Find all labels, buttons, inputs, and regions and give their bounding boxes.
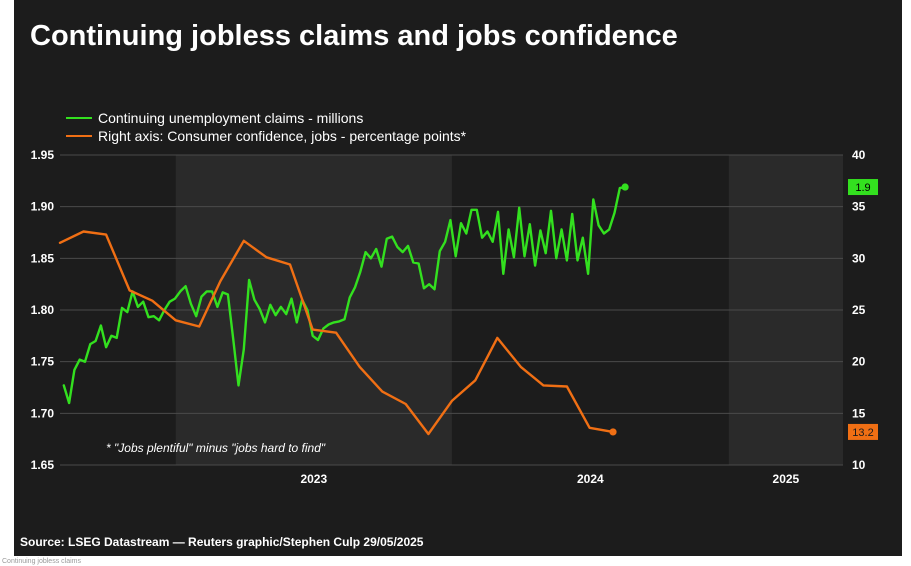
legend-label-claims: Continuing unemployment claims - million…	[98, 110, 364, 126]
claims-value-label: 1.9	[855, 182, 870, 194]
claims-series-line	[62, 185, 627, 405]
x-tick-label: 2025	[773, 472, 800, 486]
confidence-series-line	[58, 230, 615, 436]
right-tick-label: 25	[852, 303, 866, 317]
last-value-badges: 1.9 13.2	[848, 179, 878, 440]
legend-item-claims: Continuing unemployment claims - million…	[66, 109, 466, 127]
left-tick-label: 1.75	[31, 355, 55, 369]
x-tick-label: 2023	[300, 472, 327, 486]
confidence-value-badge	[848, 423, 878, 440]
right-tick-label: 40	[852, 148, 866, 162]
series-lines	[58, 183, 629, 436]
chart-title: Continuing jobless claims and jobs confi…	[30, 20, 678, 52]
legend: Continuing unemployment claims - million…	[66, 109, 466, 145]
right-tick-label: 30	[852, 251, 866, 265]
legend-swatch-claims	[66, 117, 92, 119]
right-tick-label: 20	[852, 355, 866, 369]
claims-end-marker	[621, 183, 629, 191]
x-tick-label: 2024	[577, 472, 604, 486]
left-tick-label: 1.65	[31, 458, 55, 472]
right-tick-label: 15	[852, 406, 866, 420]
source-credit: Source: LSEG Datastream — Reuters graphi…	[20, 535, 424, 549]
left-tick-label: 1.85	[31, 251, 55, 265]
right-tick-label: 35	[852, 200, 866, 214]
grid-lines	[60, 154, 843, 466]
right-tick-label: 10	[852, 458, 866, 472]
footnote: * "Jobs plentiful" minus "jobs hard to f…	[106, 441, 326, 455]
left-tick-label: 1.90	[31, 200, 55, 214]
left-tick-label: 1.95	[31, 148, 55, 162]
confidence-value-label: 13.2	[852, 427, 873, 439]
confidence-end-marker	[609, 428, 617, 436]
left-tick-label: 1.80	[31, 303, 55, 317]
left-tick-label: 1.70	[31, 406, 55, 420]
legend-swatch-confidence	[66, 135, 92, 137]
image-caption: Continuing jobless claims	[2, 558, 81, 565]
right-axis-ticks: 10 15 20 25 30 35 40	[852, 148, 866, 472]
left-axis-ticks: 1.65 1.70 1.75 1.80 1.85 1.90 1.95	[31, 148, 55, 472]
legend-item-confidence: Right axis: Consumer confidence, jobs - …	[66, 127, 466, 145]
legend-label-confidence: Right axis: Consumer confidence, jobs - …	[98, 128, 467, 144]
x-axis-ticks: 2023 2024 2025	[300, 472, 799, 486]
claims-value-badge	[848, 179, 878, 196]
